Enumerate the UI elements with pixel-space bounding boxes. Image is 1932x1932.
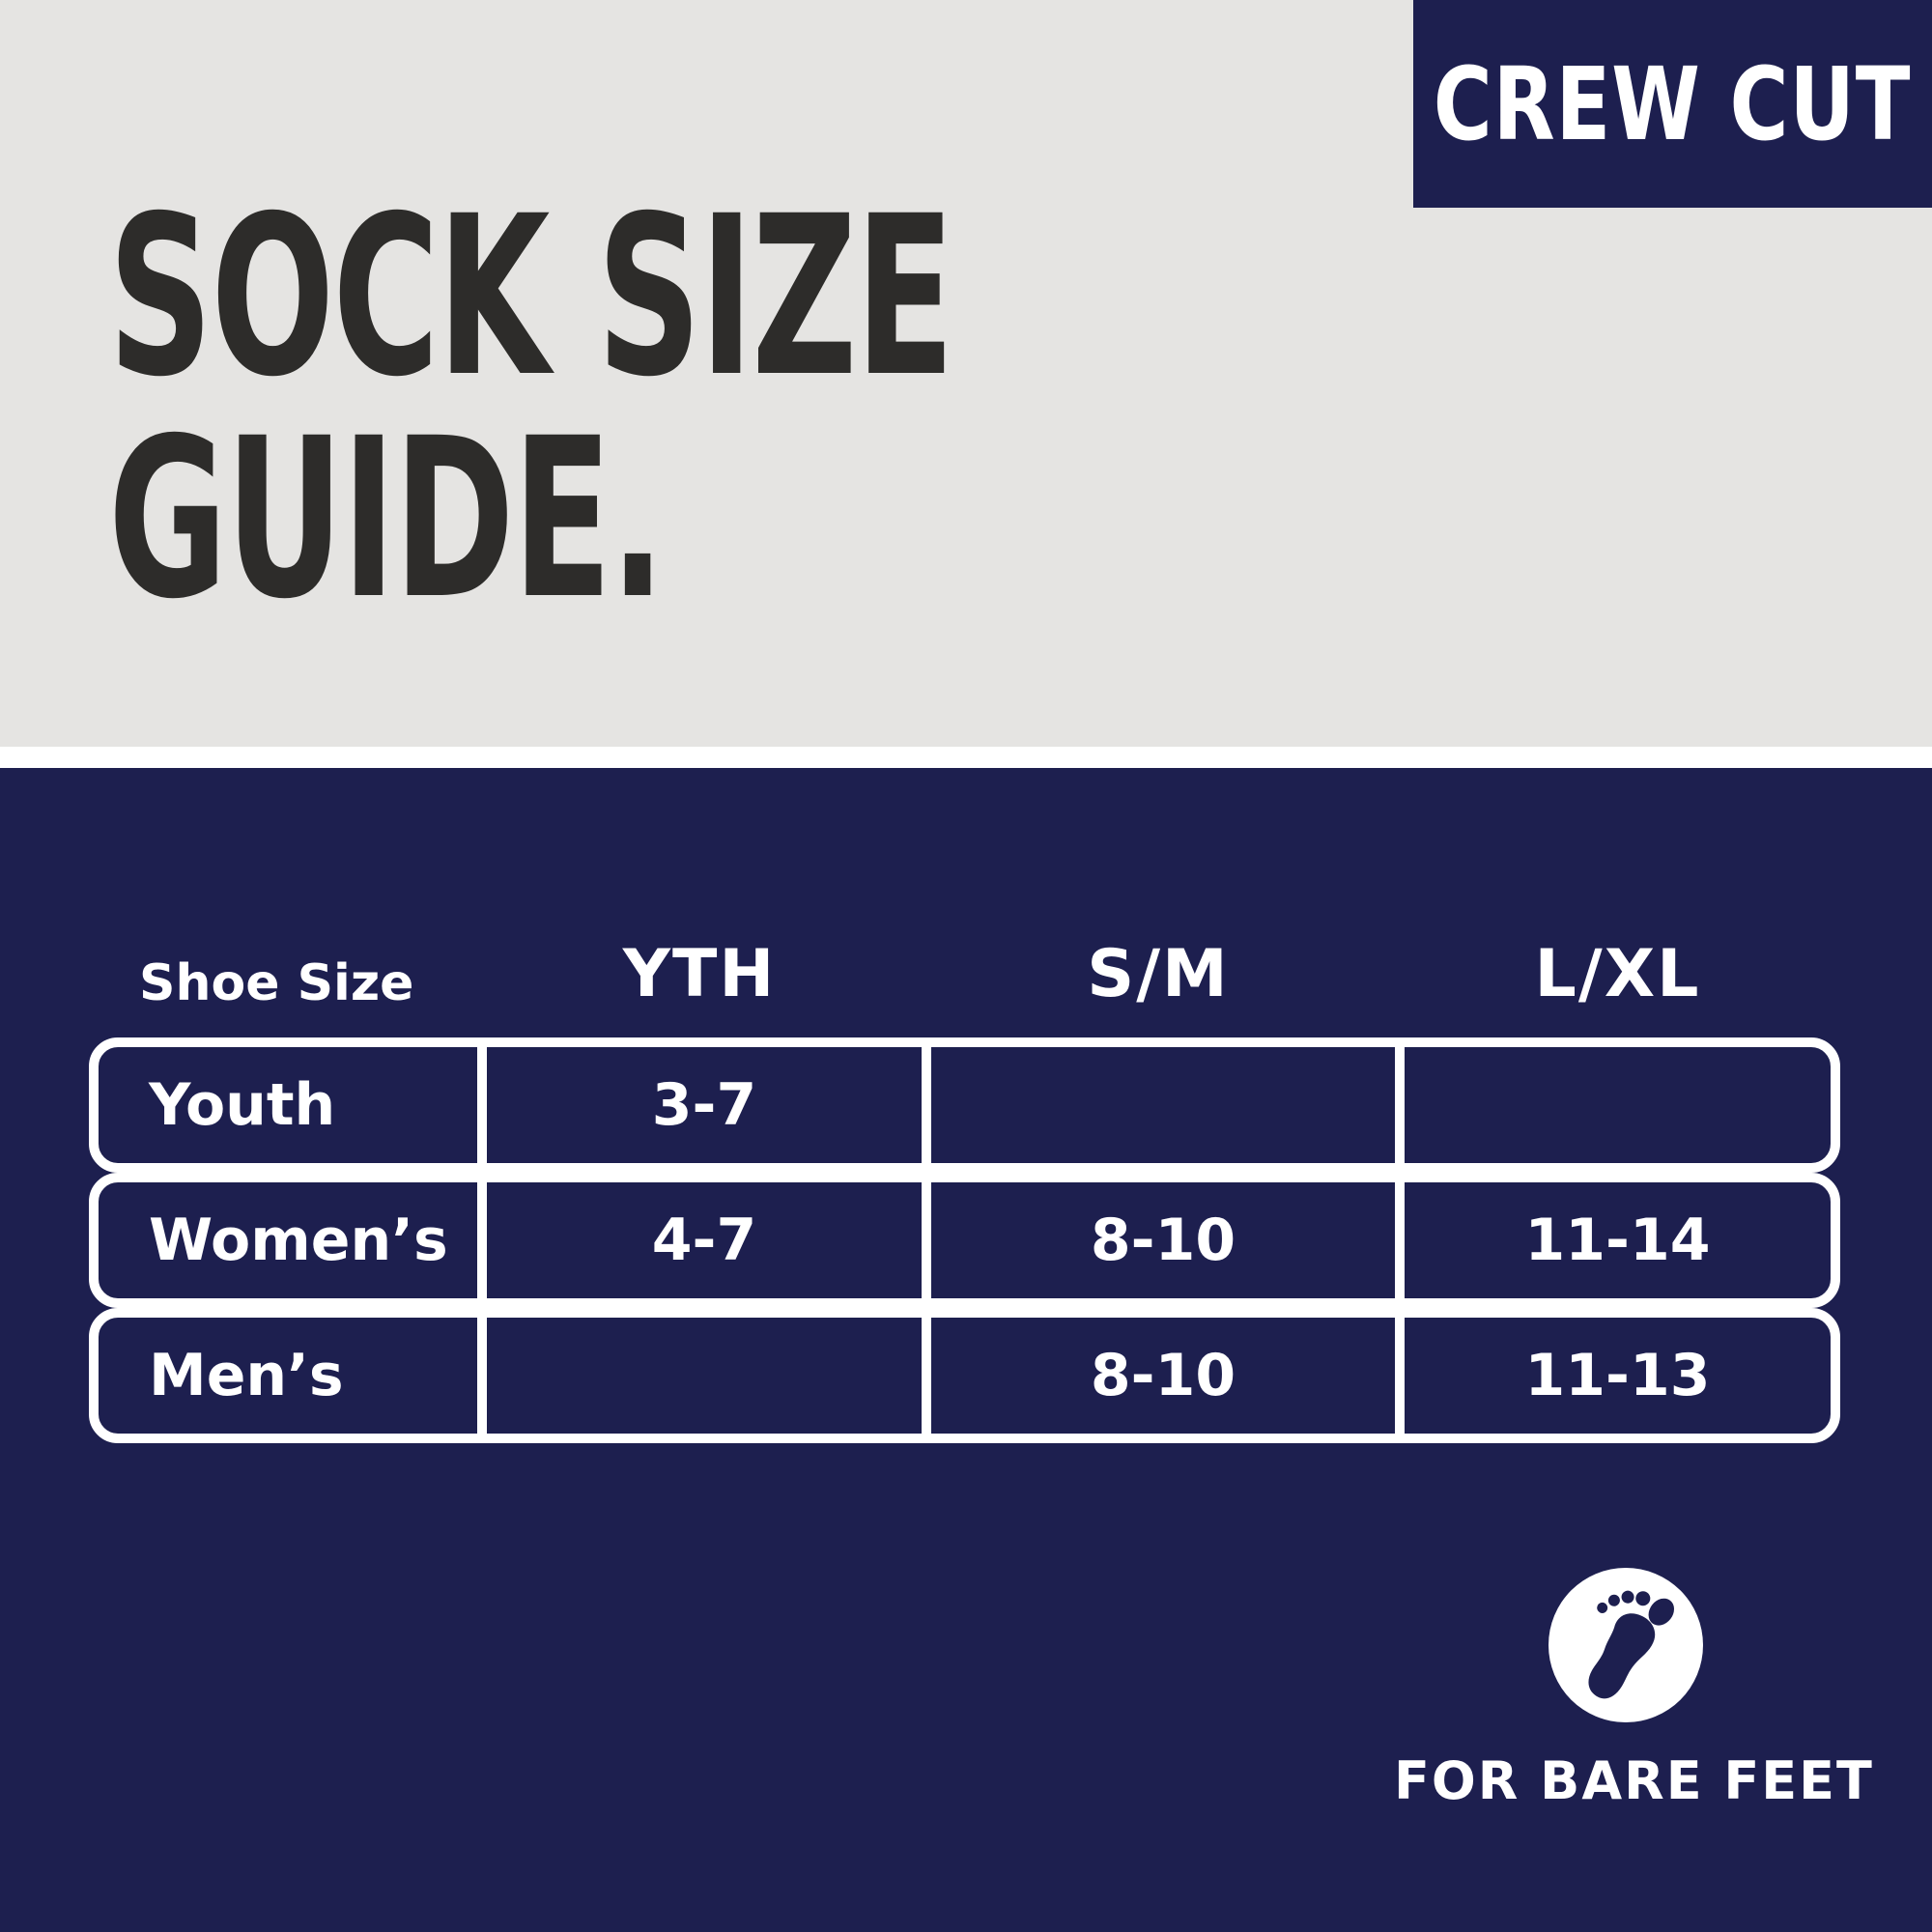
row-label: Women’s	[149, 1207, 448, 1274]
row-label: Youth	[149, 1071, 336, 1139]
section-divider	[0, 747, 1932, 768]
cell-value: 8-10	[922, 1318, 1395, 1434]
size-table: Youth 3-7 Women’s 4-7 8-10 11-14 Men’s 8…	[89, 1037, 1840, 1443]
footprint-icon	[1548, 1568, 1703, 1722]
cell-value	[1395, 1047, 1831, 1163]
page-title-line2: GUIDE.	[108, 390, 666, 647]
table-header-row: Shoe Size YTH S/M L/XL	[89, 935, 1840, 1012]
table-column-yth: YTH	[622, 936, 777, 1012]
cell-value	[477, 1318, 922, 1434]
cell-value: 11-14	[1395, 1182, 1831, 1298]
badge-label: CREW CUT	[1434, 44, 1912, 163]
cell-value: 8-10	[922, 1182, 1395, 1298]
table-column-lxl: L/XL	[1534, 936, 1701, 1012]
table-column-sm: S/M	[1087, 936, 1230, 1012]
cell-value: 4-7	[477, 1182, 922, 1298]
page-title-line1: SOCK SIZE	[108, 168, 954, 425]
table-row-youth: Youth 3-7	[89, 1037, 1840, 1173]
crew-cut-badge: CREW CUT	[1413, 0, 1932, 208]
brand-wordmark: FOR BARE FEET	[1394, 1750, 1874, 1811]
table-row-womens: Women’s 4-7 8-10 11-14	[89, 1173, 1840, 1308]
table-row-mens: Men’s 8-10 11-13	[89, 1308, 1840, 1443]
cell-value: 3-7	[477, 1047, 922, 1163]
row-label: Men’s	[149, 1342, 344, 1409]
page-title: SOCK SIZE GUIDE.	[108, 168, 954, 647]
cell-value	[922, 1047, 1395, 1163]
table-corner-label: Shoe Size	[139, 954, 414, 1012]
cell-value: 11-13	[1395, 1318, 1831, 1434]
